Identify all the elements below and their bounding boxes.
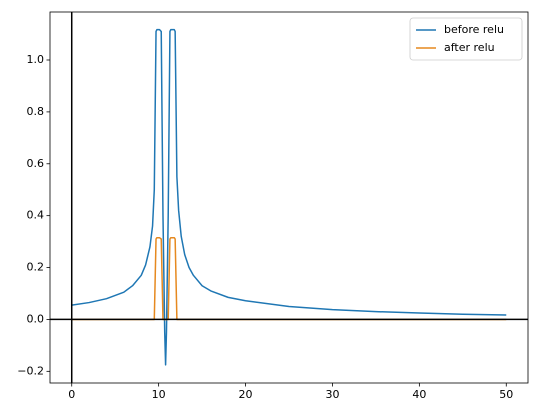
y-tick-label: −0.2: [17, 364, 44, 377]
y-tick-label: 0.6: [27, 157, 45, 170]
y-tick-label: 0.8: [27, 105, 45, 118]
x-tick-label: 0: [68, 388, 75, 401]
y-tick-label: 0.0: [27, 312, 45, 325]
legend-box: [409, 17, 523, 61]
x-tick-label: 10: [152, 388, 166, 401]
series-line: [71, 28, 507, 366]
y-tick-label: 1.0: [27, 53, 45, 66]
legend-label: before relu: [444, 23, 504, 36]
x-tick-label: 30: [325, 388, 339, 401]
legend: before relu after relu: [409, 17, 523, 61]
y-tick-label: 0.2: [27, 261, 45, 274]
plot-frame: [49, 11, 529, 384]
x-tick-label: 20: [239, 388, 253, 401]
legend-label: after relu: [444, 41, 495, 54]
x-tick-label: 50: [499, 388, 513, 401]
y-tick-label: 0.4: [27, 209, 45, 222]
x-tick-label: 40: [412, 388, 426, 401]
